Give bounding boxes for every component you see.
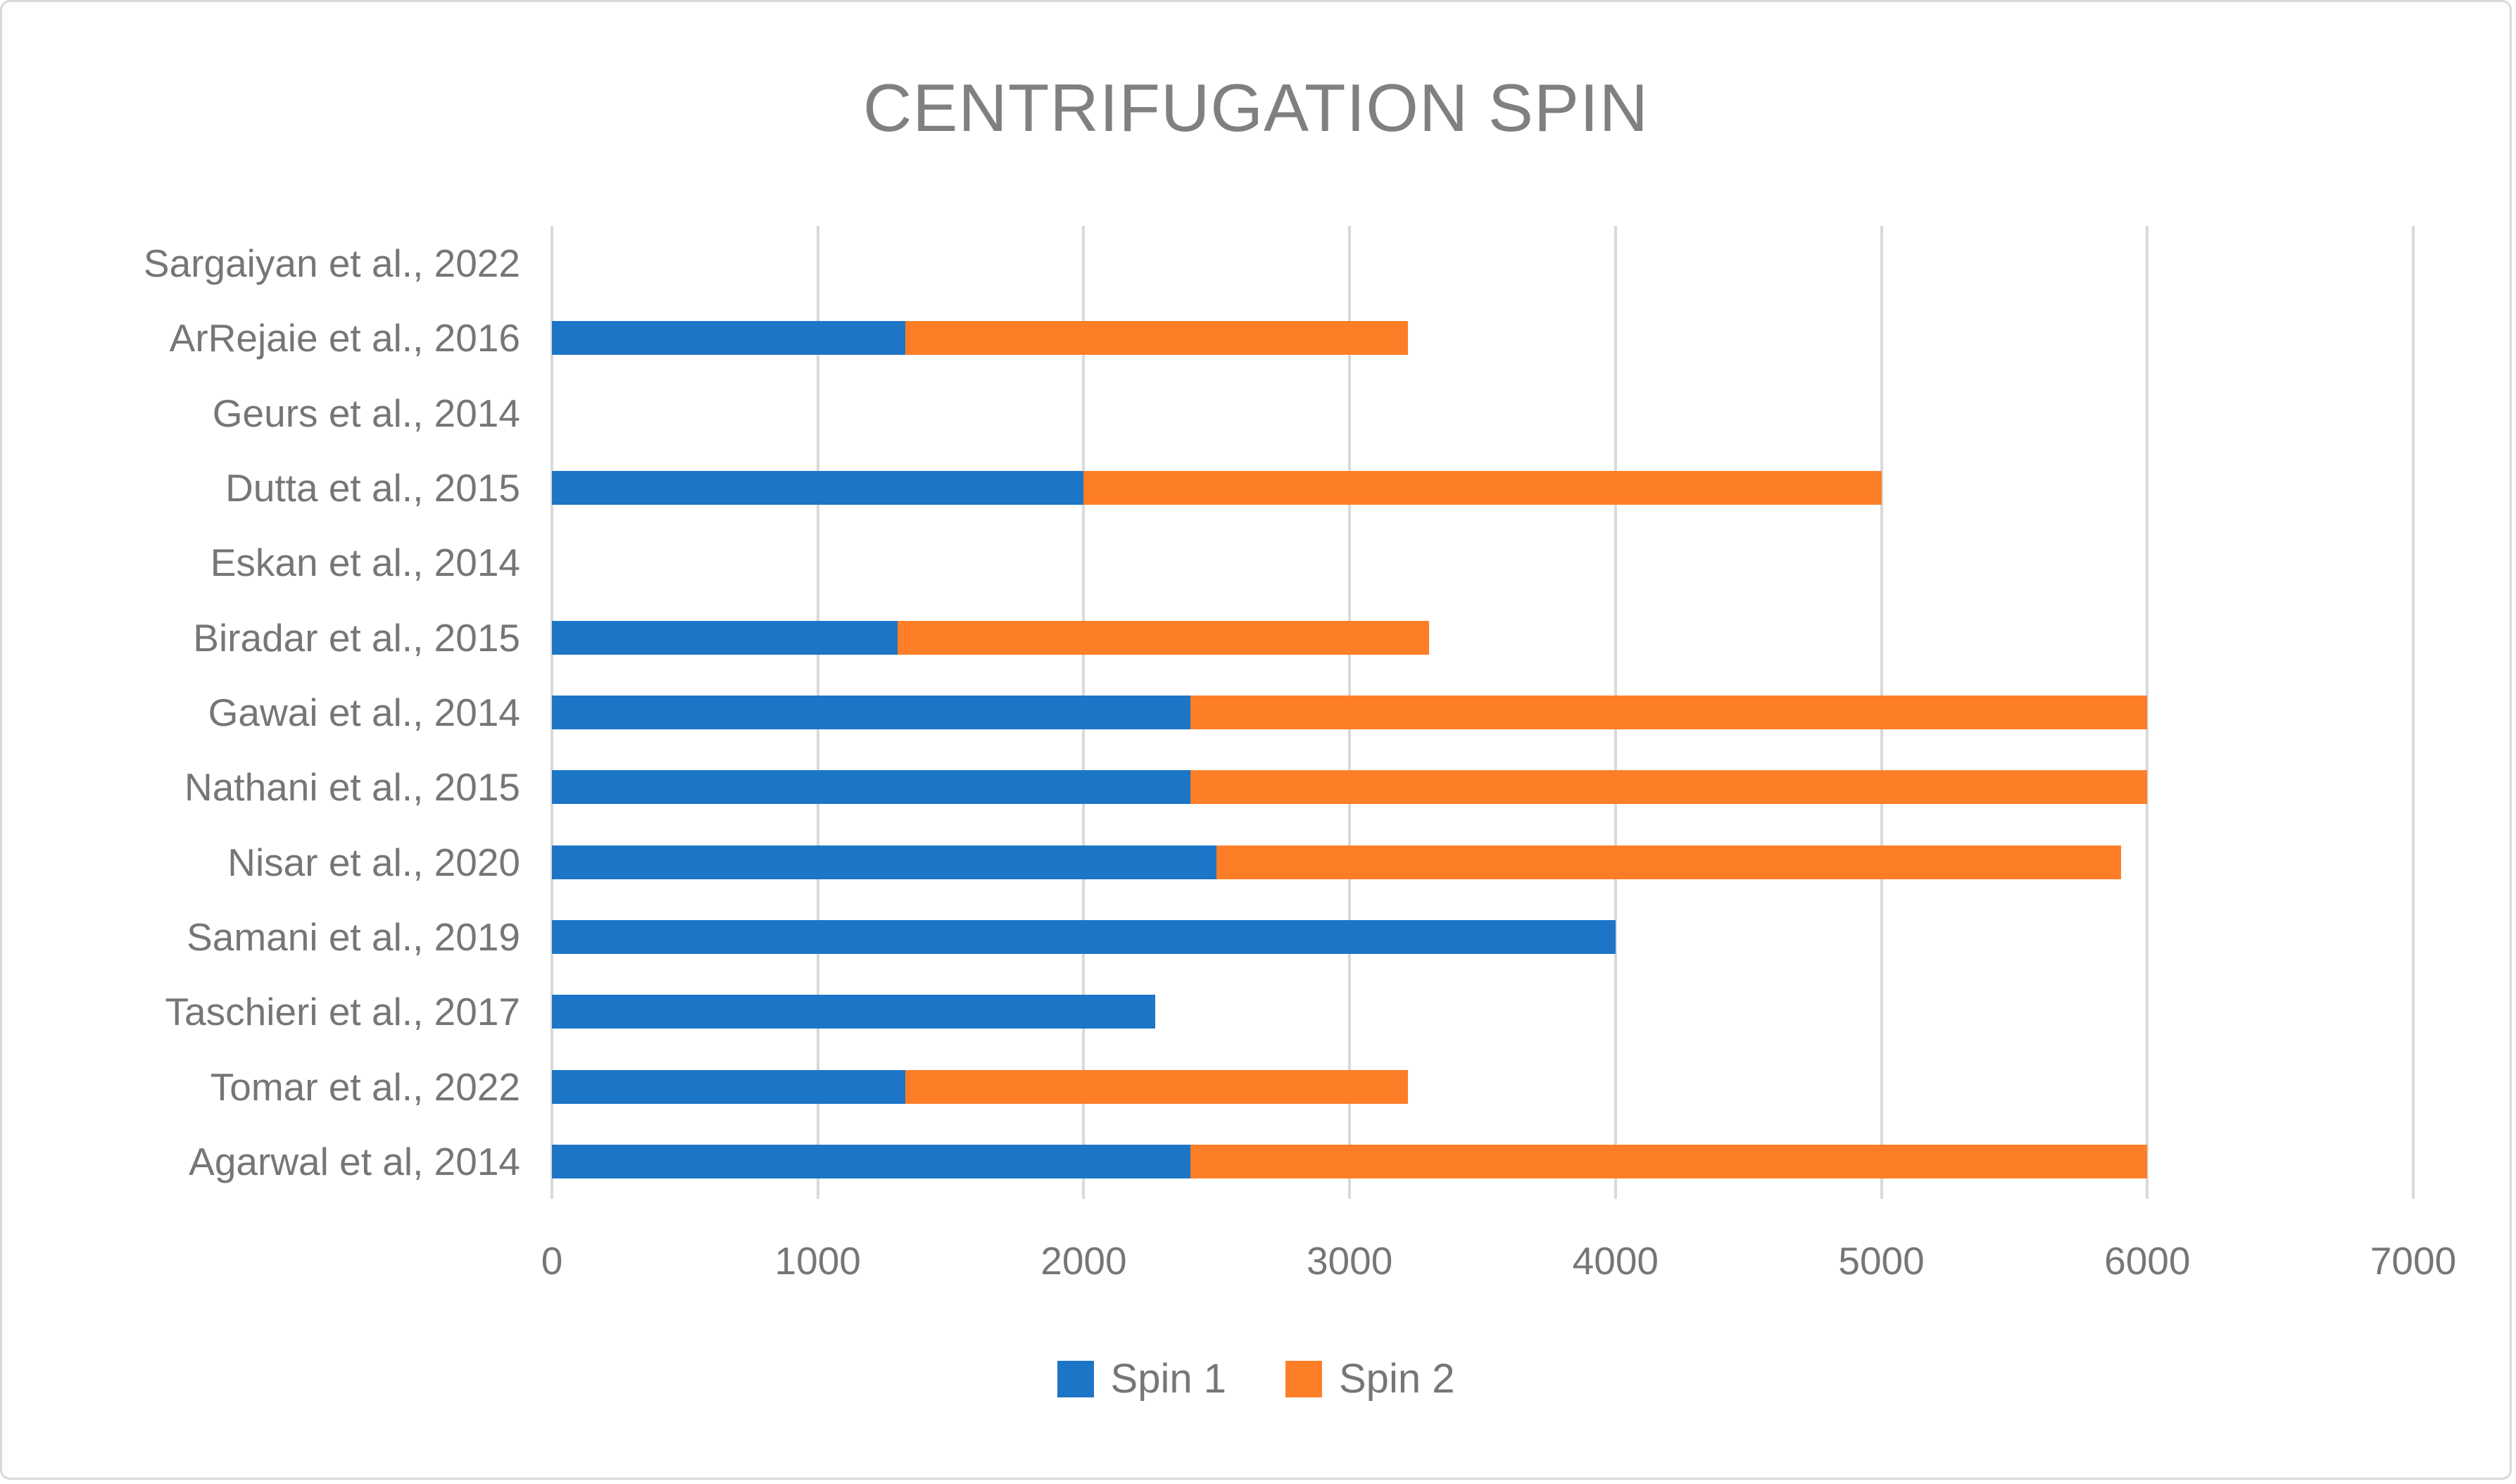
bar-row bbox=[552, 900, 2413, 974]
category-axis: Sargaiyan et al., 2022 ArRejaie et al., 2… bbox=[2, 226, 524, 1199]
bar-segment-spin1 bbox=[552, 695, 1190, 729]
bar-row bbox=[552, 974, 2413, 1049]
category-label: ArRejaie et al., 2016 bbox=[169, 316, 520, 360]
gridline bbox=[2412, 226, 2415, 1199]
category-label: Dutta et al., 2015 bbox=[225, 466, 520, 510]
bar-row bbox=[552, 525, 2413, 600]
x-tick-label: 1000 bbox=[774, 1239, 861, 1283]
x-tick-label: 2000 bbox=[1040, 1239, 1127, 1283]
bar-segment-spin2 bbox=[1083, 471, 1882, 505]
category-label: Eskan et al., 2014 bbox=[210, 541, 520, 585]
legend: Spin 1 Spin 2 bbox=[2, 1355, 2510, 1402]
bar-row bbox=[552, 1049, 2413, 1124]
bar-segment-spin2 bbox=[898, 620, 1430, 655]
category-label: Nisar et al., 2020 bbox=[227, 840, 520, 884]
bar-segment-spin1 bbox=[552, 919, 1616, 954]
category-label: Gawai et al., 2014 bbox=[208, 690, 520, 734]
bar-segment-spin2 bbox=[1190, 1144, 2148, 1178]
category-label: Sargaiyan et al., 2022 bbox=[143, 241, 520, 286]
bar-segment-spin1 bbox=[552, 995, 1156, 1029]
plot-area bbox=[551, 226, 2415, 1199]
x-tick-label: 7000 bbox=[2370, 1239, 2457, 1283]
legend-item-spin2: Spin 2 bbox=[1285, 1355, 1454, 1402]
category-label: Geurs et al., 2014 bbox=[212, 391, 520, 435]
bar-segment-spin1 bbox=[552, 845, 1217, 879]
bar-row bbox=[552, 451, 2413, 525]
legend-swatch-spin1 bbox=[1057, 1360, 1094, 1397]
bar-segment-spin1 bbox=[552, 620, 898, 655]
legend-label-spin1: Spin 1 bbox=[1110, 1356, 1226, 1402]
bar-row bbox=[552, 675, 2413, 750]
bar-row bbox=[552, 824, 2413, 899]
bar-segment-spin2 bbox=[1190, 770, 2148, 805]
legend-label-spin2: Spin 2 bbox=[1339, 1356, 1455, 1402]
bar-row bbox=[552, 376, 2413, 451]
legend-item-spin1: Spin 1 bbox=[1057, 1355, 1226, 1402]
legend-swatch-spin2 bbox=[1285, 1360, 1322, 1397]
bar-segment-spin2 bbox=[1216, 845, 2121, 879]
bar-segment-spin2 bbox=[1190, 695, 2148, 729]
bar-row bbox=[552, 1124, 2413, 1199]
chart-title: CENTRIFUGATION SPIN bbox=[863, 70, 1649, 146]
x-tick-label: 5000 bbox=[1838, 1239, 1925, 1283]
x-tick-label: 3000 bbox=[1306, 1239, 1393, 1283]
bar-row bbox=[552, 600, 2413, 675]
x-tick-label: 6000 bbox=[2104, 1239, 2191, 1283]
bar-segment-spin1 bbox=[552, 1144, 1190, 1178]
category-label: Samani et al., 2019 bbox=[187, 914, 520, 959]
bar-segment-spin2 bbox=[905, 1069, 1409, 1104]
x-axis: 0 1000 2000 3000 4000 5000 6000 7000 bbox=[541, 1238, 2456, 1302]
category-label: Tomar et al., 2022 bbox=[210, 1064, 520, 1109]
x-tick-label: 0 bbox=[541, 1239, 563, 1283]
category-label: Nathani et al., 2015 bbox=[184, 765, 520, 810]
bar-segment-spin1 bbox=[552, 770, 1190, 805]
category-label: Agarwal et al, 2014 bbox=[189, 1139, 520, 1183]
bar-row bbox=[552, 301, 2413, 375]
category-label: Taschieri et al., 2017 bbox=[165, 990, 520, 1034]
bar-row bbox=[552, 750, 2413, 824]
category-label: Biradar et al., 2015 bbox=[193, 615, 520, 660]
bar-segment-spin1 bbox=[552, 321, 906, 356]
bar-segment-spin1 bbox=[552, 1069, 906, 1104]
x-tick-label: 4000 bbox=[1572, 1239, 1659, 1283]
bar-row bbox=[552, 226, 2413, 301]
gridline bbox=[2146, 226, 2149, 1199]
bar-segment-spin1 bbox=[552, 471, 1084, 505]
bar-segment-spin2 bbox=[905, 321, 1409, 356]
